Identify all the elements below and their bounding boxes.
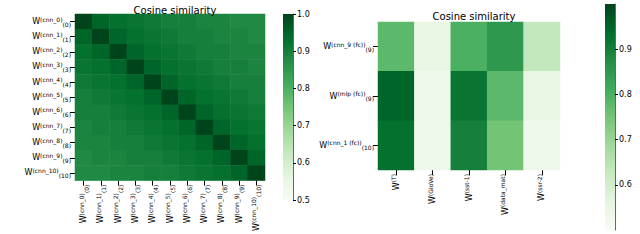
svg-text:W: W xyxy=(96,215,105,223)
svg-text:(cnn_3): (cnn_3) xyxy=(40,61,62,69)
svg-text:(cnn_7): (cnn_7) xyxy=(40,122,62,130)
svg-text:W: W xyxy=(183,215,192,223)
svg-text:(cnn_2): (cnn_2) xyxy=(112,193,120,215)
svg-text:Cosine similarity: Cosine similarity xyxy=(134,5,217,16)
svg-text:(ssr-2): (ssr-2) xyxy=(536,174,543,193)
svg-text:(cnn_10): (cnn_10) xyxy=(250,197,258,223)
svg-text:W: W xyxy=(465,193,474,201)
svg-text:W: W xyxy=(32,47,40,56)
svg-text:(cnn_9): (cnn_9) xyxy=(40,152,62,160)
svg-text:(1): (1) xyxy=(63,36,72,43)
svg-text:(9): (9) xyxy=(366,46,375,53)
svg-text:W: W xyxy=(32,32,40,41)
svg-text:W: W xyxy=(235,215,244,223)
svg-text:W: W xyxy=(32,153,40,162)
svg-text:(cnn_1 (fc)): (cnn_1 (fc)) xyxy=(327,139,361,147)
svg-text:(8): (8) xyxy=(221,185,228,194)
svg-text:W: W xyxy=(200,215,209,223)
svg-text:0.5: 0.5 xyxy=(297,196,310,205)
svg-text:(7): (7) xyxy=(63,127,72,134)
svg-text:(9): (9) xyxy=(366,95,375,102)
svg-text:W: W xyxy=(32,138,40,147)
svg-text:(0): (0) xyxy=(83,185,90,194)
svg-text:W: W xyxy=(330,92,338,101)
svg-text:(sst-1): (sst-1) xyxy=(463,174,470,193)
svg-text:W: W xyxy=(323,42,331,51)
svg-text:(cnn_9): (cnn_9) xyxy=(233,193,241,215)
svg-text:(cnn_8): (cnn_8) xyxy=(40,137,62,145)
svg-text:(2): (2) xyxy=(117,185,124,194)
svg-text:0.6: 0.6 xyxy=(297,158,310,167)
svg-text:(cnn_0): (cnn_0) xyxy=(40,16,62,24)
svg-text:(T): (T) xyxy=(390,174,397,182)
svg-text:W: W xyxy=(32,93,40,102)
svg-text:Cosine similarity: Cosine similarity xyxy=(433,11,516,22)
svg-text:(9): (9) xyxy=(238,185,245,194)
svg-text:(cnn_4): (cnn_4) xyxy=(40,76,62,84)
svg-text:0.9: 0.9 xyxy=(297,47,310,56)
svg-text:(9): (9) xyxy=(63,157,72,164)
svg-text:(6): (6) xyxy=(63,111,72,118)
svg-text:(cnn_1): (cnn_1) xyxy=(40,31,62,39)
svg-text:0.8: 0.8 xyxy=(619,90,632,99)
svg-text:(cnn_8): (cnn_8) xyxy=(216,193,224,215)
svg-text:(6): (6) xyxy=(186,185,193,194)
svg-text:(cnn_10): (cnn_10) xyxy=(32,167,58,175)
svg-text:(cnn_6): (cnn_6) xyxy=(40,106,62,114)
svg-text:0.7: 0.7 xyxy=(297,121,310,130)
svg-text:(cnn_1): (cnn_1) xyxy=(95,193,103,215)
svg-text:(0): (0) xyxy=(63,21,72,28)
svg-text:W: W xyxy=(32,123,40,132)
svg-text:0.9: 0.9 xyxy=(619,45,632,54)
svg-text:(8): (8) xyxy=(63,142,72,149)
svg-text:(cnn_7): (cnn_7) xyxy=(199,193,207,215)
svg-text:W: W xyxy=(319,141,327,150)
svg-text:W: W xyxy=(217,215,226,223)
svg-text:(cnn_0): (cnn_0) xyxy=(78,193,86,215)
svg-text:(10): (10) xyxy=(59,172,71,179)
svg-text:W: W xyxy=(166,215,175,223)
svg-text:(GloVe): (GloVe) xyxy=(427,174,434,196)
svg-text:0.6: 0.6 xyxy=(619,180,632,189)
svg-text:W: W xyxy=(131,215,140,223)
svg-text:(3): (3) xyxy=(134,185,141,194)
svg-text:W: W xyxy=(537,193,546,201)
svg-text:W: W xyxy=(148,215,157,223)
svg-text:(cnn_6): (cnn_6) xyxy=(181,193,189,215)
svg-text:W: W xyxy=(79,215,88,223)
svg-text:W: W xyxy=(252,223,261,231)
svg-text:(5): (5) xyxy=(63,96,72,103)
svg-text:0.8: 0.8 xyxy=(297,84,310,93)
svg-text:W: W xyxy=(32,78,40,87)
svg-text:(data_mat): (data_mat) xyxy=(499,174,507,207)
svg-text:W: W xyxy=(32,108,40,117)
svg-text:W: W xyxy=(114,215,123,223)
svg-text:(7): (7) xyxy=(204,185,211,194)
svg-text:W: W xyxy=(501,207,510,215)
svg-text:W: W xyxy=(392,182,401,190)
svg-text:(3): (3) xyxy=(63,66,72,73)
svg-text:W: W xyxy=(32,62,40,71)
svg-text:W: W xyxy=(25,168,33,177)
svg-text:(cnn_3): (cnn_3) xyxy=(129,193,137,215)
svg-text:W: W xyxy=(32,17,40,26)
svg-text:W: W xyxy=(428,196,437,204)
svg-text:(cnn_2): (cnn_2) xyxy=(40,46,62,54)
svg-text:(cnn_4): (cnn_4) xyxy=(147,193,155,215)
svg-text:(5): (5) xyxy=(169,185,176,194)
svg-text:(cnn_9 (fc)): (cnn_9 (fc)) xyxy=(331,41,365,49)
svg-text:(10): (10) xyxy=(362,144,374,151)
svg-text:0.7: 0.7 xyxy=(619,135,632,144)
svg-text:(4): (4) xyxy=(152,185,159,194)
svg-text:(cnn_5): (cnn_5) xyxy=(164,193,172,215)
svg-text:(4): (4) xyxy=(63,81,72,88)
svg-text:(mlp (fc)): (mlp (fc)) xyxy=(337,90,365,98)
svg-text:(1): (1) xyxy=(100,185,107,194)
svg-text:(cnn_5): (cnn_5) xyxy=(40,91,62,99)
svg-text:1.0: 1.0 xyxy=(297,10,310,19)
svg-text:(10): (10) xyxy=(255,185,262,197)
svg-text:(2): (2) xyxy=(63,51,72,58)
